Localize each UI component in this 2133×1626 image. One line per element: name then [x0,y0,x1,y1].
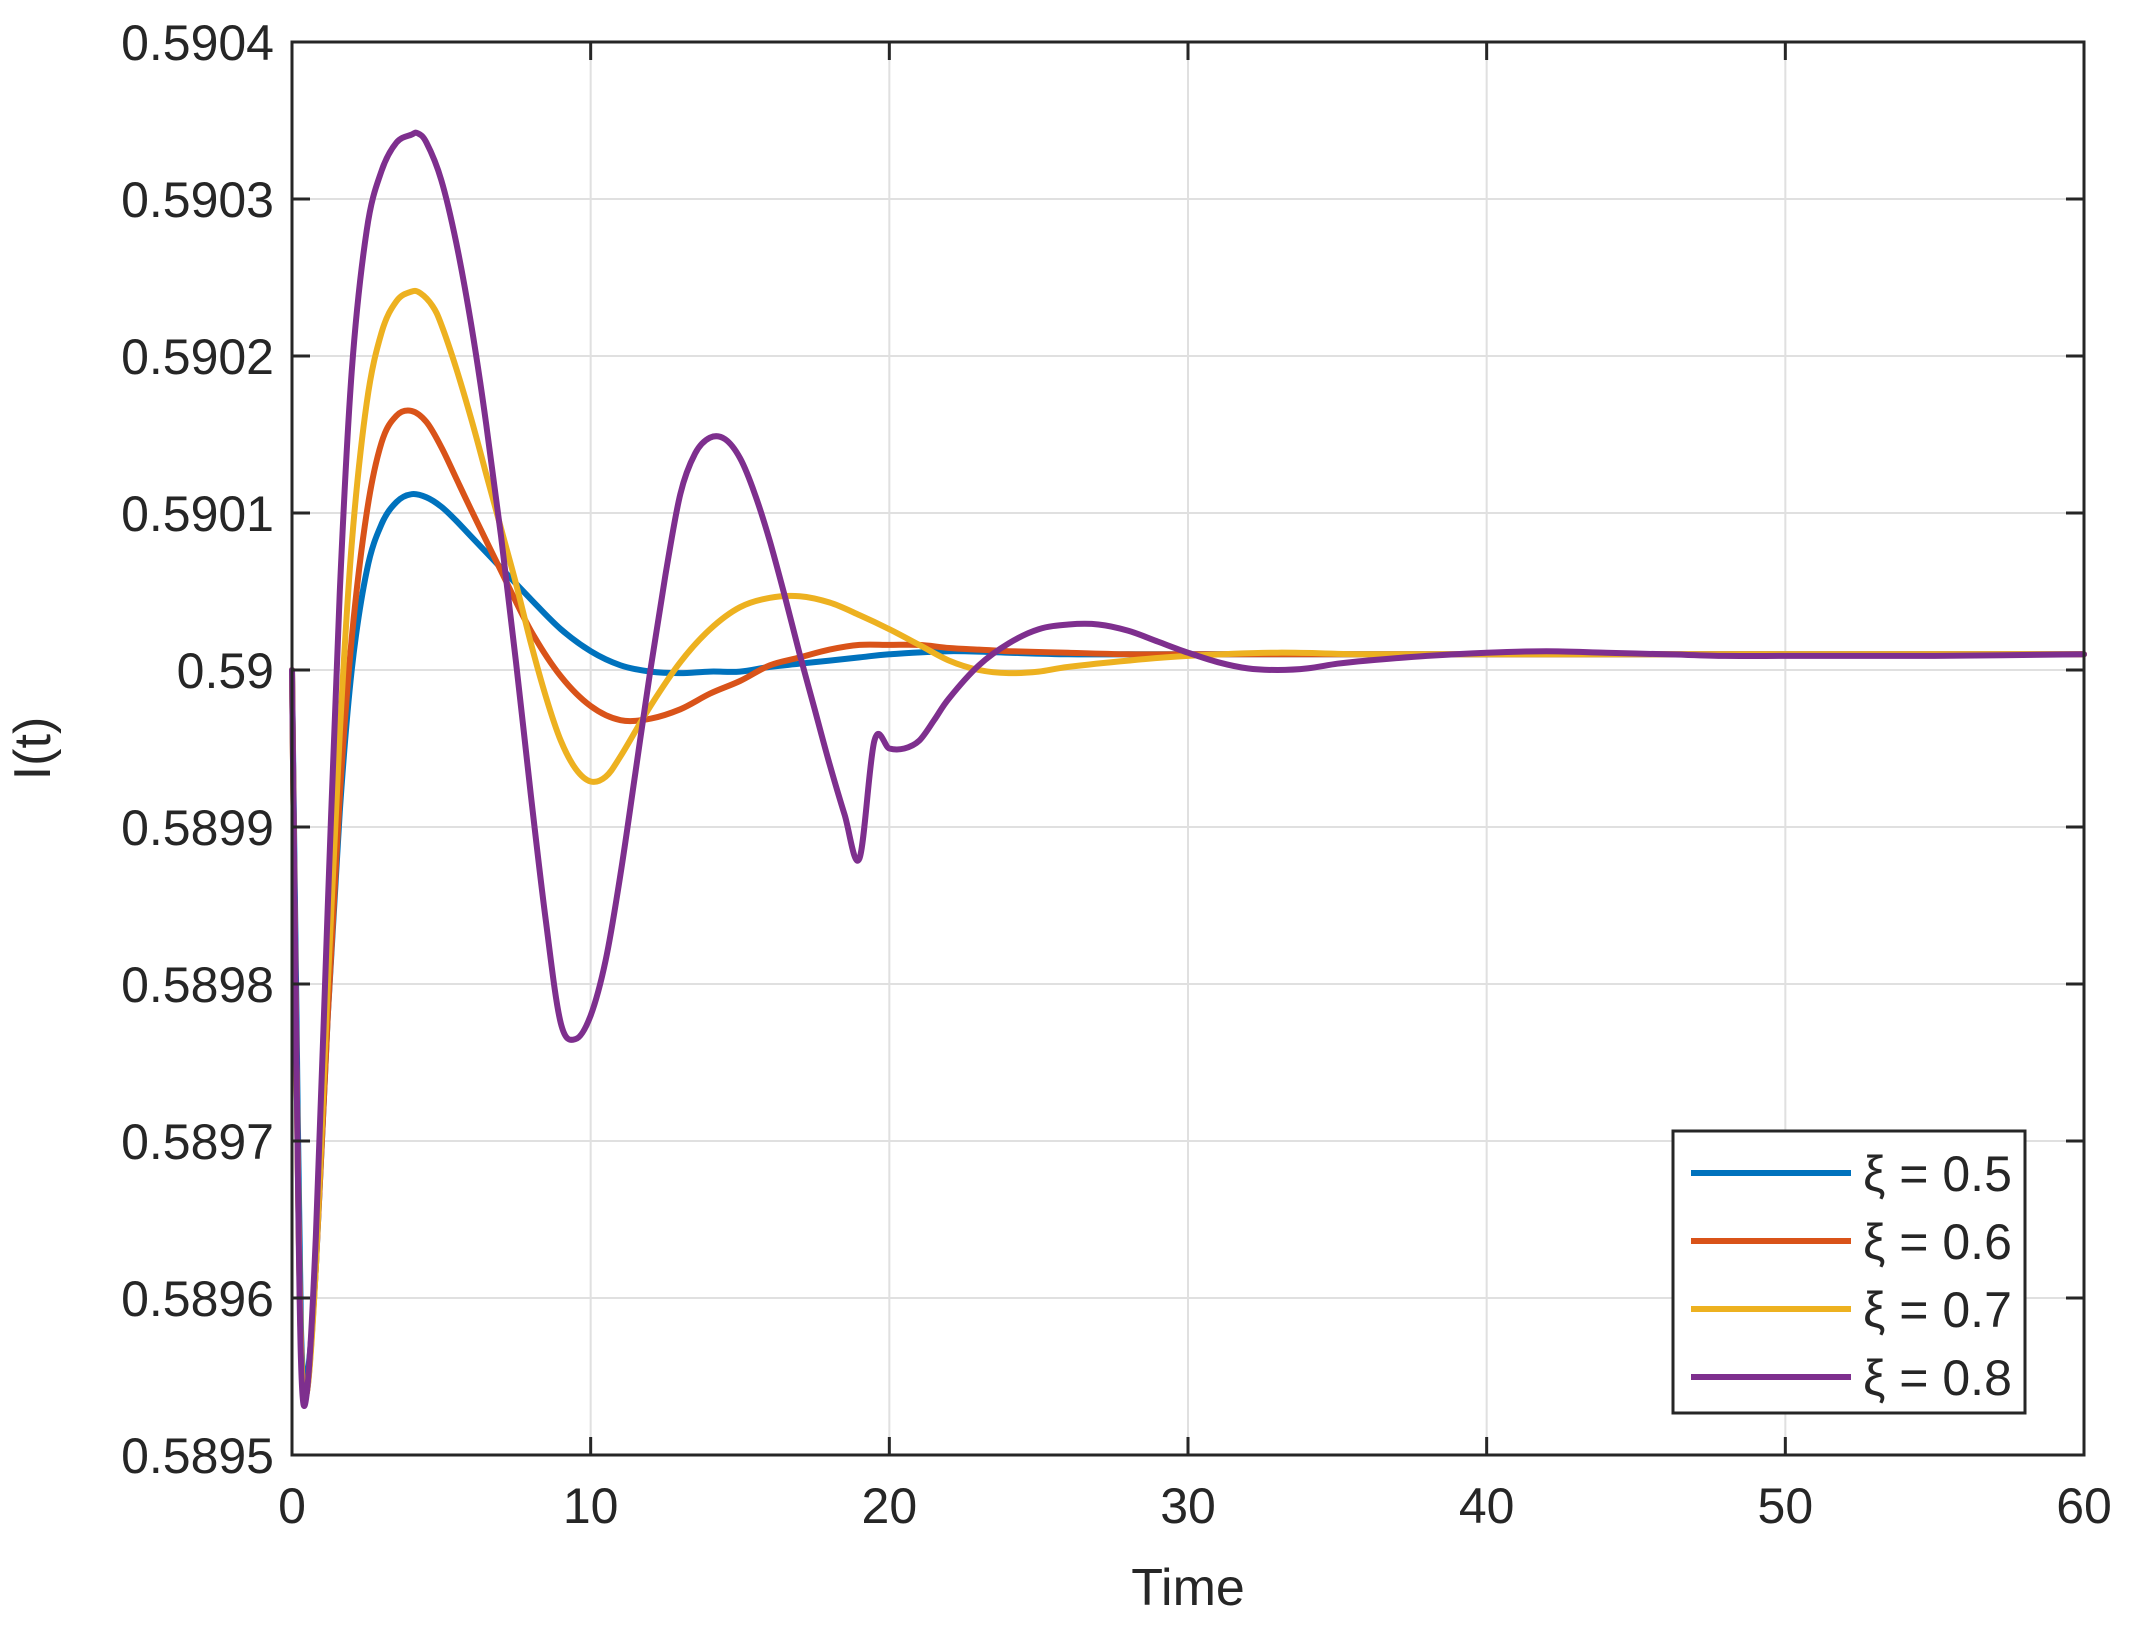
y-tick-label: 0.5897 [121,1114,274,1170]
y-axis-title: I(t) [4,717,62,781]
legend: ξ = 0.5 ξ = 0.6 ξ = 0.7 ξ = 0.8 [1671,1129,2027,1415]
legend-label: ξ = 0.8 [1863,1350,2012,1406]
legend-label: ξ = 0.7 [1863,1282,2012,1338]
y-tick-label: 0.5895 [121,1428,274,1484]
x-axis-title: Time [1131,1559,1245,1617]
x-tick-label: 20 [862,1478,918,1534]
legend-box [1671,1129,2027,1415]
x-tick-label: 60 [2056,1478,2112,1534]
x-tick-label: 10 [563,1478,619,1534]
y-tick-label: 0.5903 [121,172,274,228]
series-line-3 [289,287,2087,1402]
y-tick-label: 0.59 [177,643,274,699]
ticks [290,40,2086,1457]
y-tick-label: 0.5901 [121,486,274,542]
series-line-4 [289,129,2087,1409]
legend-label: ξ = 0.6 [1863,1214,2012,1270]
y-tick-label: 0.5896 [121,1271,274,1327]
y-tick-label: 0.5898 [121,957,274,1013]
x-tick-label: 0 [278,1478,306,1534]
x-tick-label: 30 [1160,1478,1216,1534]
legend-label: ξ = 0.5 [1863,1146,2012,1202]
x-tick-label: 50 [1758,1478,1814,1534]
y-tick-label: 0.5904 [121,15,274,71]
x-tick-label: 40 [1459,1478,1515,1534]
tick-labels: 0 10 20 30 40 50 60 0.5895 0.5896 0.5897 0.5898 0.5… [121,15,2112,1534]
y-tick-label: 0.5899 [121,800,274,856]
y-tick-label: 0.5902 [121,329,274,385]
series-lines [289,129,2087,1409]
